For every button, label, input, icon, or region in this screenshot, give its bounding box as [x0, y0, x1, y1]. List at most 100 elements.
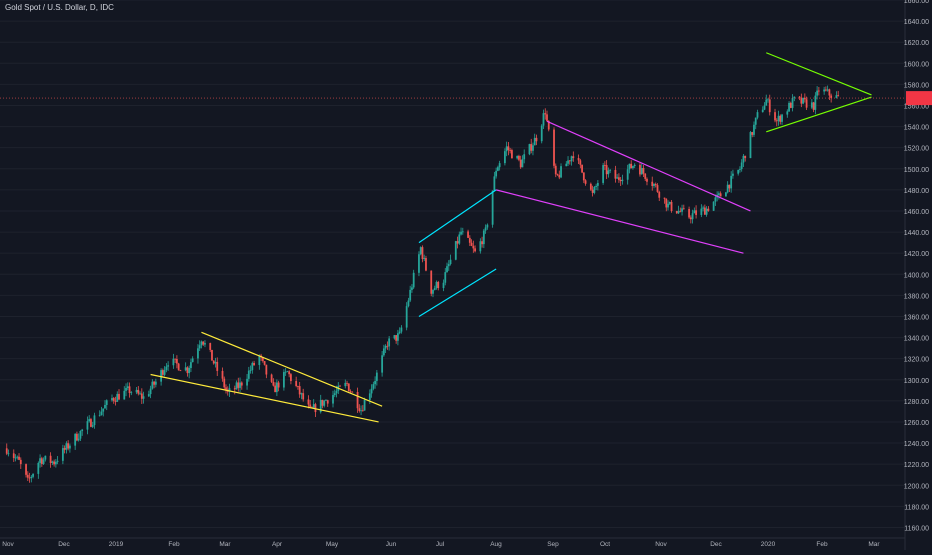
- candle-body: [347, 383, 350, 392]
- candle-body: [79, 431, 82, 439]
- candle-body: [290, 374, 292, 382]
- candle-body: [153, 381, 155, 385]
- candle-body: [507, 146, 510, 151]
- candle-body: [25, 464, 27, 475]
- candle-body: [677, 210, 680, 214]
- candle-body: [547, 120, 550, 130]
- trendline: [418, 189, 497, 244]
- candle-body: [204, 343, 206, 345]
- candle-body: [265, 364, 268, 375]
- candle-body: [454, 241, 457, 260]
- candle-body: [730, 175, 733, 189]
- x-tick-label: Mar: [219, 541, 231, 548]
- candle-body: [725, 192, 727, 197]
- candle-body: [602, 165, 605, 183]
- y-tick-label: 1560.00: [904, 103, 929, 110]
- candle-body: [253, 362, 255, 366]
- candle-body: [175, 359, 178, 364]
- y-tick-label: 1480.00: [904, 188, 929, 195]
- candle-body: [160, 370, 163, 382]
- candle-body: [349, 391, 352, 392]
- candle-body: [44, 455, 47, 460]
- candle-body: [358, 408, 361, 411]
- candle-body: [356, 392, 359, 409]
- candle-body: [18, 456, 20, 460]
- candle-body: [742, 155, 745, 163]
- candle-body: [581, 164, 583, 173]
- candle-body: [295, 381, 298, 387]
- candle-body: [393, 335, 396, 339]
- y-tick-label: 1580.00: [904, 82, 929, 89]
- candle-body: [695, 210, 697, 215]
- trendline: [766, 52, 872, 96]
- candle-body: [754, 117, 757, 125]
- candle-body: [233, 388, 236, 390]
- x-tick-label: Jul: [436, 541, 445, 548]
- y-tick-label: 1180.00: [904, 504, 929, 511]
- trendline: [495, 189, 744, 254]
- candle-body: [63, 448, 66, 450]
- candle-body: [630, 163, 633, 169]
- candle-body: [498, 163, 501, 168]
- candle-body: [270, 374, 273, 382]
- candle-body: [823, 89, 826, 92]
- candle-body: [135, 389, 138, 393]
- candle-body: [332, 395, 334, 404]
- candle-body: [484, 227, 487, 231]
- candle-body: [186, 367, 189, 374]
- y-tick-label: 1300.00: [904, 378, 929, 385]
- candle-body: [286, 371, 289, 373]
- candle-body: [239, 382, 241, 388]
- candle-body: [702, 207, 705, 209]
- candle-body: [409, 289, 412, 301]
- candle-body: [667, 203, 669, 208]
- candle-body: [432, 289, 434, 294]
- candle-body: [179, 370, 182, 372]
- candle-body: [582, 172, 585, 181]
- candle-body: [717, 193, 720, 195]
- candle-body: [774, 112, 776, 121]
- candle-body: [202, 341, 205, 345]
- candle-body: [123, 390, 126, 400]
- candle-body: [323, 400, 326, 406]
- candle-body: [297, 386, 299, 387]
- candle-body: [346, 382, 348, 384]
- candle-body: [407, 300, 410, 307]
- candle-body: [546, 114, 548, 121]
- candle-body: [656, 185, 659, 192]
- grid-layer: [0, 0, 906, 550]
- candle-body: [516, 155, 519, 159]
- candle-body: [163, 369, 166, 375]
- candle-body: [7, 453, 10, 455]
- candle-body: [188, 367, 191, 374]
- candle-body: [261, 357, 264, 362]
- candle-body: [284, 371, 287, 373]
- candle-body: [663, 197, 666, 199]
- candle-body: [228, 388, 231, 392]
- candle-body: [767, 99, 769, 101]
- candle-body: [130, 392, 133, 394]
- candle-body: [579, 160, 582, 165]
- candle-body: [395, 335, 398, 341]
- candle-body: [596, 182, 599, 186]
- candle-body: [312, 404, 315, 408]
- candle-body: [302, 393, 305, 400]
- candle-body: [142, 396, 145, 399]
- candle-body: [681, 208, 683, 212]
- candle-body: [5, 448, 8, 454]
- candle-body: [49, 455, 52, 463]
- candle-body: [339, 385, 341, 387]
- candle-body: [572, 156, 575, 159]
- candle-body: [530, 144, 533, 151]
- candle-body: [593, 186, 596, 193]
- candle-body: [74, 433, 77, 446]
- candle-body: [372, 384, 375, 389]
- y-tick-label: 1660.00: [904, 0, 929, 5]
- candle-body: [125, 387, 127, 391]
- candle-body: [688, 208, 690, 218]
- y-tick-label: 1240.00: [904, 441, 929, 448]
- candle-body: [275, 382, 278, 393]
- y-tick-label: 1360.00: [904, 314, 929, 321]
